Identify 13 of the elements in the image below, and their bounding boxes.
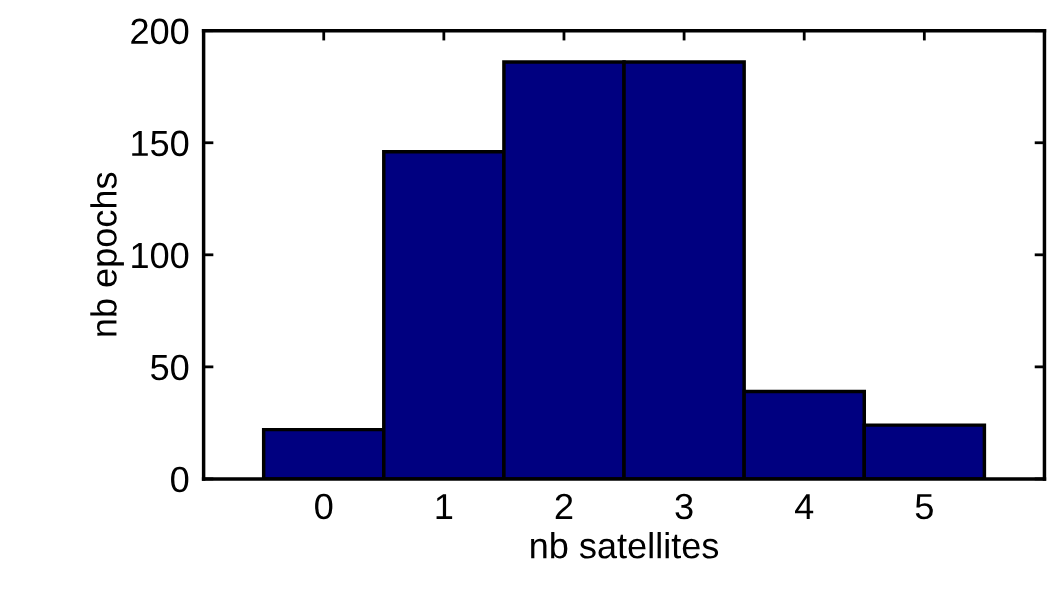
y-tick-label: 50 bbox=[151, 354, 189, 381]
x-tick-label: 0 bbox=[315, 493, 333, 520]
x-tick-label: 1 bbox=[436, 494, 453, 519]
y-tick-label: 200 bbox=[131, 18, 189, 45]
x-tick-label: 4 bbox=[795, 494, 814, 519]
x-tick-label: 2 bbox=[555, 493, 573, 519]
y-axis-title: nb epochs bbox=[90, 172, 124, 336]
y-tick-label: 150 bbox=[132, 130, 189, 157]
y-tick-label: 0 bbox=[171, 466, 189, 493]
x-tick-label: 3 bbox=[675, 493, 693, 520]
x-axis-title: nb satellites bbox=[531, 532, 719, 559]
y-tick-label: 100 bbox=[132, 242, 189, 269]
x-tick-label: 5 bbox=[915, 494, 933, 520]
